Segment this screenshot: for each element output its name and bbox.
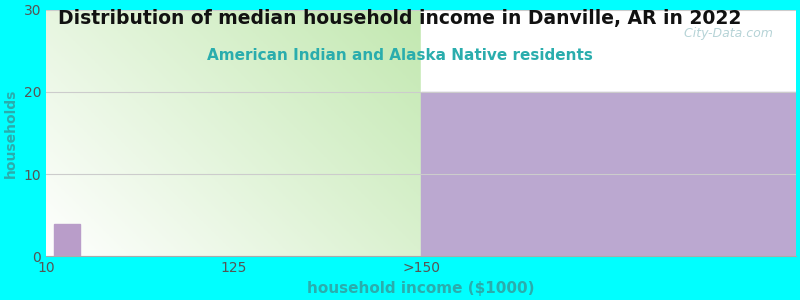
Text: City-Data.com: City-Data.com — [677, 27, 774, 40]
X-axis label: household income ($1000): household income ($1000) — [307, 281, 534, 296]
Text: American Indian and Alaska Native residents: American Indian and Alaska Native reside… — [207, 48, 593, 63]
Bar — [54, 224, 80, 256]
Y-axis label: households: households — [4, 88, 18, 178]
Text: Distribution of median household income in Danville, AR in 2022: Distribution of median household income … — [58, 9, 742, 28]
Bar — [421, 92, 796, 256]
Bar — [421, 10, 796, 92]
